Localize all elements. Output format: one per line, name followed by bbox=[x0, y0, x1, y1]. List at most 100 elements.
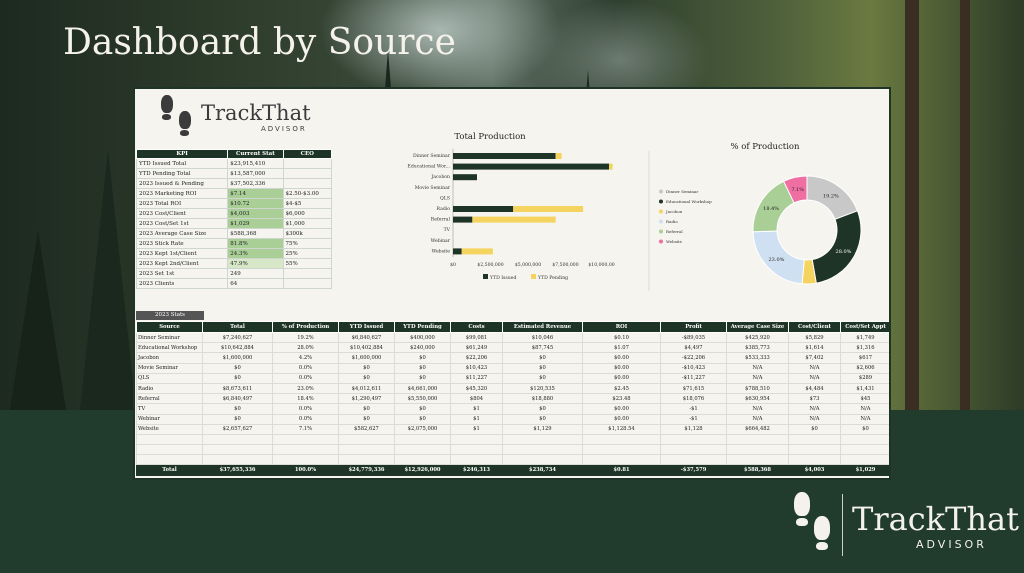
source-header[interactable]: Profit bbox=[660, 321, 727, 333]
source-header[interactable]: YTD Issued bbox=[338, 321, 395, 333]
total-cell: -$37,579 bbox=[660, 464, 727, 476]
source-cell: $1,749 bbox=[840, 331, 889, 344]
source-row: Website $2,657,627 7.1% $582,627 $2,075,000 $… bbox=[136, 423, 889, 435]
kpi-row: 2023 Cost/Set 1st $1,029 $1,000 bbox=[135, 218, 333, 229]
source-cell: -$89,035 bbox=[660, 331, 727, 344]
source-cell: N/A bbox=[726, 413, 789, 425]
category-label: Webinar bbox=[431, 238, 451, 244]
legend-dot bbox=[659, 189, 663, 194]
logo-sub-large: ADVISOR bbox=[916, 538, 987, 551]
source-header[interactable]: Total bbox=[202, 321, 273, 333]
empty-cell bbox=[660, 454, 727, 466]
logo-sub: ADVISOR bbox=[261, 125, 307, 133]
bar-issued bbox=[453, 153, 556, 159]
source-header[interactable]: % of Production bbox=[272, 321, 339, 333]
legend-label: Referral bbox=[666, 229, 683, 234]
category-label: Website bbox=[432, 248, 451, 254]
source-cell: 18.4% bbox=[272, 393, 339, 405]
source-cell: $0 bbox=[788, 423, 841, 435]
kpi-current: 24.3% bbox=[227, 248, 284, 259]
empty-cell bbox=[582, 433, 661, 446]
stats-tab[interactable]: 2023 Stats bbox=[136, 311, 204, 320]
source-cell: $0 bbox=[338, 403, 395, 415]
logo-name: TrackThat bbox=[201, 101, 311, 125]
kpi-row: 2023 Marketing ROI $7.14 $2.50-$3.00 bbox=[135, 188, 333, 199]
category-label: Referral bbox=[431, 217, 451, 223]
kpi-current: $588,368 bbox=[227, 228, 284, 239]
source-header[interactable]: Cost/Set Appt bbox=[840, 321, 889, 333]
source-header[interactable]: YTD Pending bbox=[394, 321, 451, 333]
total-cell: $4,003 bbox=[788, 464, 841, 476]
source-cell: $4,484 bbox=[788, 382, 841, 395]
source-cell: $4,661,000 bbox=[394, 382, 451, 395]
empty-row bbox=[136, 444, 889, 456]
legend-dot bbox=[659, 219, 663, 224]
source-row: Jacobon $1,600,000 4.2% $1,600,000 $0 $22,206… bbox=[136, 352, 889, 364]
source-header[interactable]: Average Case Size bbox=[726, 321, 789, 333]
source-header[interactable]: Costs bbox=[450, 321, 503, 333]
kpi-row: 2023 Kept 1st/Client 24.3% 25% bbox=[135, 248, 333, 259]
source-cell: Educational Workshop bbox=[136, 342, 203, 354]
legend-dot bbox=[659, 199, 663, 204]
source-cell: $10,046 bbox=[502, 331, 583, 344]
source-header[interactable]: Estimated Revenue bbox=[502, 321, 583, 333]
source-cell: $2.45 bbox=[582, 382, 661, 395]
source-row: QLS $0 0.0% $0 $0 $11,227 $0 $0.00 -$11,227 N/A N/… bbox=[136, 372, 889, 384]
source-cell: $0.10 bbox=[582, 331, 661, 344]
kpi-current: $37,502,336 bbox=[227, 178, 284, 189]
legend-swatch bbox=[531, 274, 536, 279]
source-cell: $0 bbox=[394, 413, 451, 425]
source-cell: 19.2% bbox=[272, 331, 339, 344]
kpi-label: 2023 Issued & Pending bbox=[135, 178, 229, 189]
total-cell: $0.81 bbox=[582, 464, 661, 476]
source-cell: $1.07 bbox=[582, 342, 661, 354]
bar-pending bbox=[461, 248, 493, 255]
source-cell: $0 bbox=[502, 403, 583, 415]
category-label: Jacobon bbox=[430, 174, 450, 180]
empty-cell bbox=[660, 433, 727, 446]
kpi-label: YTD Pending Total bbox=[135, 168, 229, 179]
kpi-table: KPI Current Stat CEO YTD Issued Total $23… bbox=[135, 149, 333, 289]
total-cell: $246,313 bbox=[450, 464, 503, 476]
source-cell: $4,012,611 bbox=[338, 382, 395, 395]
source-cell: N/A bbox=[726, 403, 789, 415]
slice-label: 7.1% bbox=[791, 187, 804, 193]
source-cell: $0.00 bbox=[582, 352, 661, 364]
source-cell: $5,550,000 bbox=[394, 393, 451, 405]
category-label: Educational Wor... bbox=[407, 164, 450, 170]
total-row: Total $37,655,336 100.0% $24,779,336 $12,926… bbox=[136, 464, 889, 476]
source-header[interactable]: Source bbox=[136, 321, 203, 333]
donut-slice bbox=[811, 210, 862, 284]
source-cell: $7,402 bbox=[788, 352, 841, 364]
source-cell: $5,829 bbox=[788, 331, 841, 344]
category-label: QLS bbox=[440, 195, 450, 201]
source-cell: $289 bbox=[840, 372, 889, 384]
kpi-header: CEO bbox=[282, 149, 333, 159]
kpi-label: 2023 Total ROI bbox=[135, 198, 229, 209]
source-cell: $1 bbox=[450, 423, 503, 435]
logo-divider bbox=[842, 494, 843, 556]
legend-label: Jacobon bbox=[665, 209, 683, 214]
source-cell: $0 bbox=[338, 362, 395, 374]
source-cell: $73 bbox=[788, 393, 841, 405]
empty-cell bbox=[450, 444, 503, 456]
tree-trunk bbox=[905, 0, 919, 410]
footprint-icon bbox=[179, 111, 191, 129]
source-cell: $2,075,000 bbox=[394, 423, 451, 435]
source-cell: N/A bbox=[840, 413, 889, 425]
source-cell: $582,627 bbox=[338, 423, 395, 435]
kpi-label: YTD Issued Total bbox=[135, 158, 229, 169]
source-cell: $0 bbox=[202, 403, 273, 415]
category-label: TV bbox=[444, 227, 451, 233]
empty-cell bbox=[726, 444, 789, 456]
empty-cell bbox=[582, 444, 661, 456]
legend-label: YTD Issued bbox=[489, 275, 516, 281]
x-tick-label: $10,000,000 bbox=[588, 262, 615, 268]
legend-label: Radio bbox=[666, 219, 678, 224]
empty-cell bbox=[136, 454, 203, 466]
source-cell: N/A bbox=[726, 372, 789, 384]
source-header[interactable]: ROI bbox=[582, 321, 661, 333]
total-cell: $1,029 bbox=[840, 464, 889, 476]
source-header[interactable]: Cost/Client bbox=[788, 321, 841, 333]
source-cell: $664,482 bbox=[726, 423, 789, 435]
